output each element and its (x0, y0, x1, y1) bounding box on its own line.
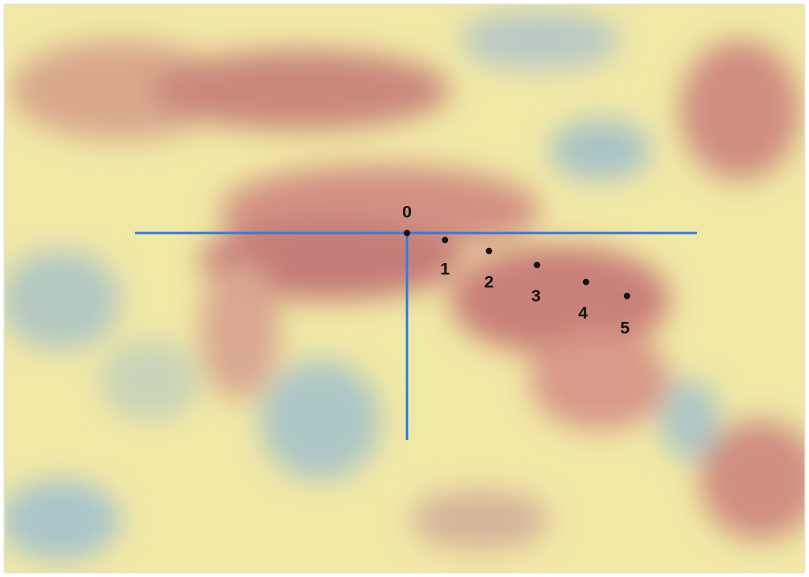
point-label: 5 (620, 318, 629, 337)
point-dot (485, 247, 493, 255)
point-dot (623, 292, 631, 300)
point-dot (582, 278, 590, 286)
point-dot (533, 261, 541, 269)
point-label: 3 (531, 286, 540, 305)
point-label: 2 (484, 272, 493, 291)
points: 0 1 2 3 4 5 (402, 202, 631, 337)
point-dot (441, 236, 449, 244)
point-dot (403, 229, 411, 237)
image-border (3, 3, 806, 574)
point-label: 1 (440, 259, 449, 278)
point-label: 4 (578, 303, 588, 322)
point-label: 0 (402, 202, 411, 221)
